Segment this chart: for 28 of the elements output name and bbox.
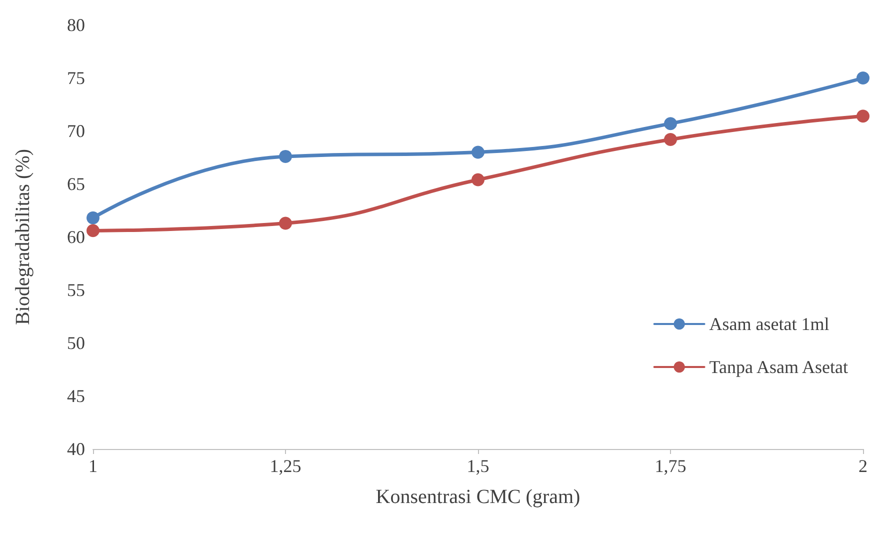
point — [279, 216, 292, 230]
point — [664, 117, 677, 130]
y-tick-label: 65 — [67, 174, 85, 194]
point — [86, 224, 100, 238]
x-tick-label: 2 — [858, 456, 868, 476]
y-axis-title: Biodegradabilitas (%) — [12, 148, 34, 326]
legend-label: Asam asetat 1ml — [709, 314, 830, 334]
point — [279, 150, 292, 163]
x-axis-title: Konsentrasi CMC (gram) — [376, 486, 580, 508]
point — [472, 146, 484, 159]
y-tick-label: 60 — [67, 227, 85, 247]
point — [856, 110, 870, 123]
y-tick-label: 80 — [67, 15, 85, 35]
y-tick-label: 50 — [67, 333, 85, 353]
y-tick-label: 70 — [67, 121, 85, 141]
x-tick-label: 1 — [88, 456, 98, 476]
y-tick-label: 55 — [67, 280, 85, 300]
point — [472, 173, 484, 186]
point — [664, 132, 677, 146]
x-tick-label: 1,25 — [270, 456, 302, 476]
legend-label: Tanpa Asam Asetat — [709, 357, 848, 377]
point — [856, 72, 870, 84]
x-tick-label: 1,75 — [654, 456, 686, 476]
x-tick-label: 1,5 — [466, 456, 490, 476]
y-tick-label: 45 — [67, 386, 85, 406]
y-tick-label: 75 — [67, 68, 85, 88]
point — [86, 211, 100, 224]
y-tick-label: 40 — [67, 439, 85, 459]
